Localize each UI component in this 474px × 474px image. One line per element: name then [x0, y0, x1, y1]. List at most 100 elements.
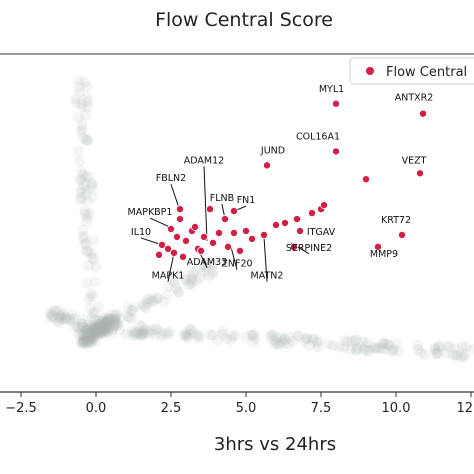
background-point [91, 322, 103, 334]
background-point [346, 335, 358, 347]
background-point [94, 326, 105, 338]
data-point [235, 246, 244, 255]
data-point [190, 222, 199, 231]
background-point [387, 344, 398, 356]
background-point [457, 341, 468, 353]
background-point [468, 343, 474, 355]
background-point [122, 310, 133, 322]
background-point [75, 192, 87, 204]
data-point-adam12 [205, 205, 214, 214]
annotation-adam12: ADAM12 [184, 155, 224, 166]
background-point [75, 174, 87, 186]
background-point [186, 324, 198, 336]
data-point-mapkbp1 [166, 224, 175, 233]
background-point [75, 328, 86, 340]
background-point [81, 322, 93, 333]
background-point [78, 328, 90, 340]
annotation-vezt: VEZT [402, 155, 427, 166]
background-point [199, 260, 211, 272]
background-point [76, 98, 88, 110]
background-point [102, 322, 114, 333]
background-point [138, 326, 150, 338]
background-point [81, 335, 93, 347]
background-point [136, 320, 148, 332]
background-point [81, 215, 93, 227]
background-point [247, 336, 259, 348]
background-point [94, 315, 106, 327]
background-point [90, 335, 102, 347]
chart-title: Flow Central Score [155, 9, 333, 31]
background-point [92, 319, 104, 331]
background-point [125, 312, 137, 324]
background-point [100, 325, 112, 337]
background-point [86, 252, 98, 264]
background-point [139, 323, 151, 335]
annotation-matn2: MATN2 [251, 271, 284, 282]
background-point [86, 333, 98, 345]
annotation-adam33: ADAM33 [187, 257, 227, 268]
background-point [126, 305, 137, 317]
background-point [108, 314, 120, 326]
background-point [77, 336, 89, 348]
background-point [92, 301, 104, 313]
background-point [75, 186, 87, 198]
background-point [82, 319, 94, 331]
background-point [351, 344, 363, 356]
background-point [203, 270, 215, 282]
background-point [85, 336, 97, 348]
background-point [90, 276, 102, 288]
data-point [208, 238, 217, 247]
background-point [92, 326, 103, 338]
background-point [247, 329, 259, 341]
background-point [151, 323, 163, 335]
background-point [97, 314, 109, 326]
background-point [270, 332, 282, 344]
background-point [120, 328, 132, 340]
background-point [382, 339, 394, 350]
background-point [342, 336, 354, 348]
background-point [181, 330, 193, 342]
background-point [432, 347, 444, 359]
background-point [95, 327, 107, 339]
background-point [104, 321, 116, 333]
data-point [241, 226, 250, 235]
background-point [114, 324, 126, 336]
background-point [186, 272, 198, 284]
background-point [322, 338, 334, 350]
data-point [181, 236, 190, 245]
x-tick-label: 0.0 [86, 401, 107, 416]
background-point [368, 342, 380, 354]
background-point [81, 277, 92, 289]
background-point [55, 313, 67, 325]
background-point [103, 315, 115, 327]
background-point [104, 309, 116, 321]
background-point [352, 342, 364, 354]
background-point [377, 338, 389, 350]
background-point [146, 295, 158, 307]
background-point [83, 327, 95, 339]
background-point [412, 339, 424, 351]
background-point [178, 271, 190, 283]
background-point [147, 295, 159, 307]
legend-marker [366, 67, 374, 75]
background-point [459, 348, 471, 360]
background-point [55, 311, 66, 323]
background-point [54, 310, 66, 322]
background-point [108, 316, 120, 328]
background-point [89, 319, 101, 331]
x-tick-label: 7.5 [311, 401, 332, 416]
background-point [275, 331, 287, 343]
background-point [75, 165, 87, 177]
background-point [138, 300, 150, 312]
background-point [80, 188, 92, 200]
annotation-mapk1: MAPK1 [152, 271, 185, 282]
background-point [73, 81, 85, 93]
background-point [110, 312, 122, 323]
background-point [86, 291, 98, 303]
background-point [388, 343, 400, 355]
background-point [376, 343, 388, 355]
background-point [109, 314, 121, 326]
background-point [279, 334, 291, 346]
data-point-fbln2 [175, 205, 184, 214]
